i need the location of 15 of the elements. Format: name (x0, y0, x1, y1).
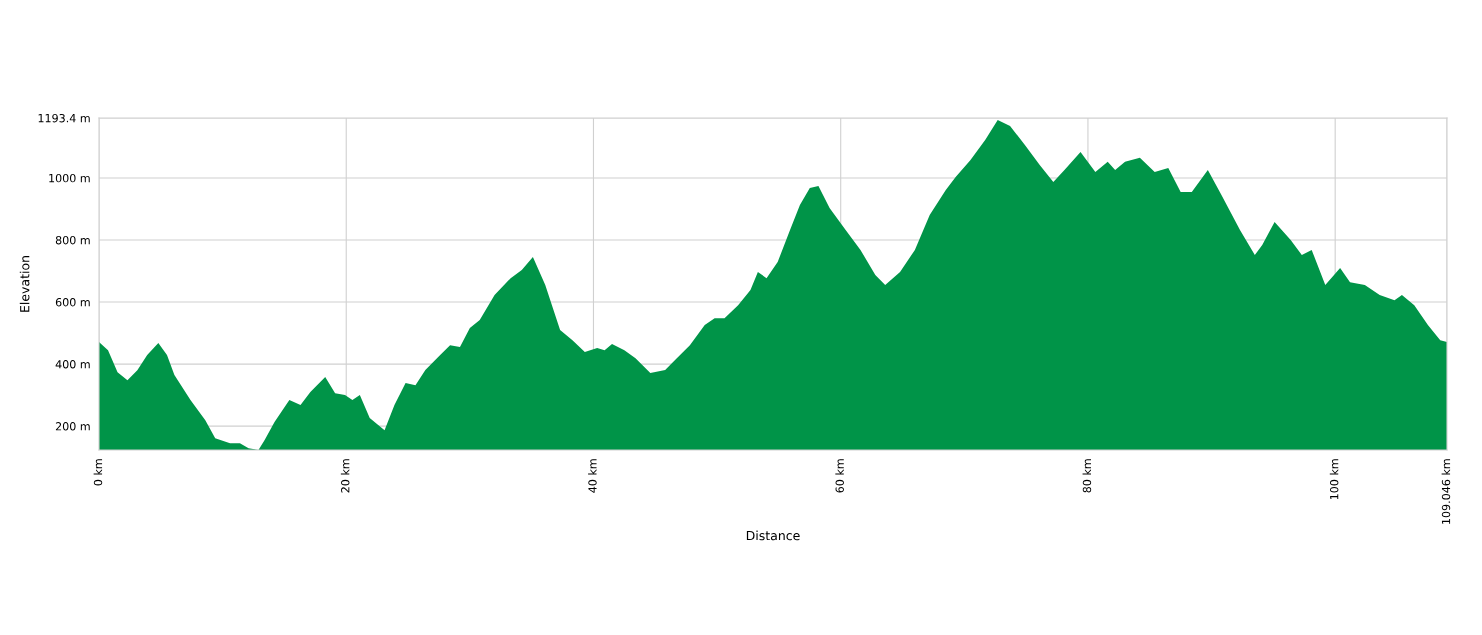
y-tick-label: 200 m (55, 422, 90, 431)
x-tick-label: 100 km (1329, 459, 1339, 500)
y-tick-label: 1193.4 m (38, 113, 90, 123)
y-tick-label: 800 m (55, 235, 90, 245)
y-tick-label: 1000 m (49, 173, 90, 183)
y-tick-label: 400 m (55, 360, 90, 369)
x-tick-label: 20 km (340, 459, 350, 493)
y-tick-label: 600 m (55, 298, 90, 307)
x-tick-label: 0 km (93, 459, 103, 486)
x-tick-label: 60 km (835, 459, 844, 493)
x-tick-label: 80 km (1082, 459, 1092, 493)
y-axis-title: Elevation (19, 256, 30, 312)
x-tick-label: 109.046 km (1441, 459, 1451, 524)
x-axis-title: Distance (746, 530, 800, 541)
x-tick-label: 40 km (588, 459, 597, 493)
